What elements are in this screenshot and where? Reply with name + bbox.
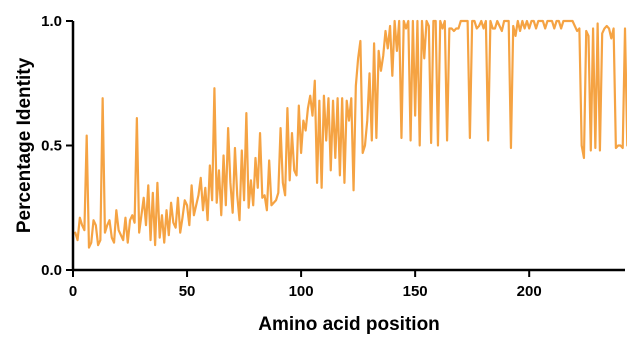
x-tick-label: 0 bbox=[69, 283, 77, 300]
y-tick-label: 1.0 bbox=[41, 13, 62, 30]
y-tick-label: 0.0 bbox=[41, 262, 62, 279]
plot-area bbox=[74, 19, 627, 249]
x-axis-title: Amino acid position bbox=[258, 314, 440, 335]
y-axis: 0.0 0.5 1.0 bbox=[41, 13, 75, 279]
y-axis-title: Percentage Identity bbox=[14, 57, 35, 233]
x-tick-label: 200 bbox=[517, 283, 542, 300]
x-tick-label: 150 bbox=[403, 283, 428, 300]
x-axis: 0 50 100 150 200 bbox=[69, 268, 625, 300]
y-tick-label: 0.5 bbox=[41, 138, 62, 155]
x-tick-label: 100 bbox=[289, 283, 314, 300]
x-tick-label: 50 bbox=[179, 283, 196, 300]
series-line-0 bbox=[74, 19, 627, 249]
